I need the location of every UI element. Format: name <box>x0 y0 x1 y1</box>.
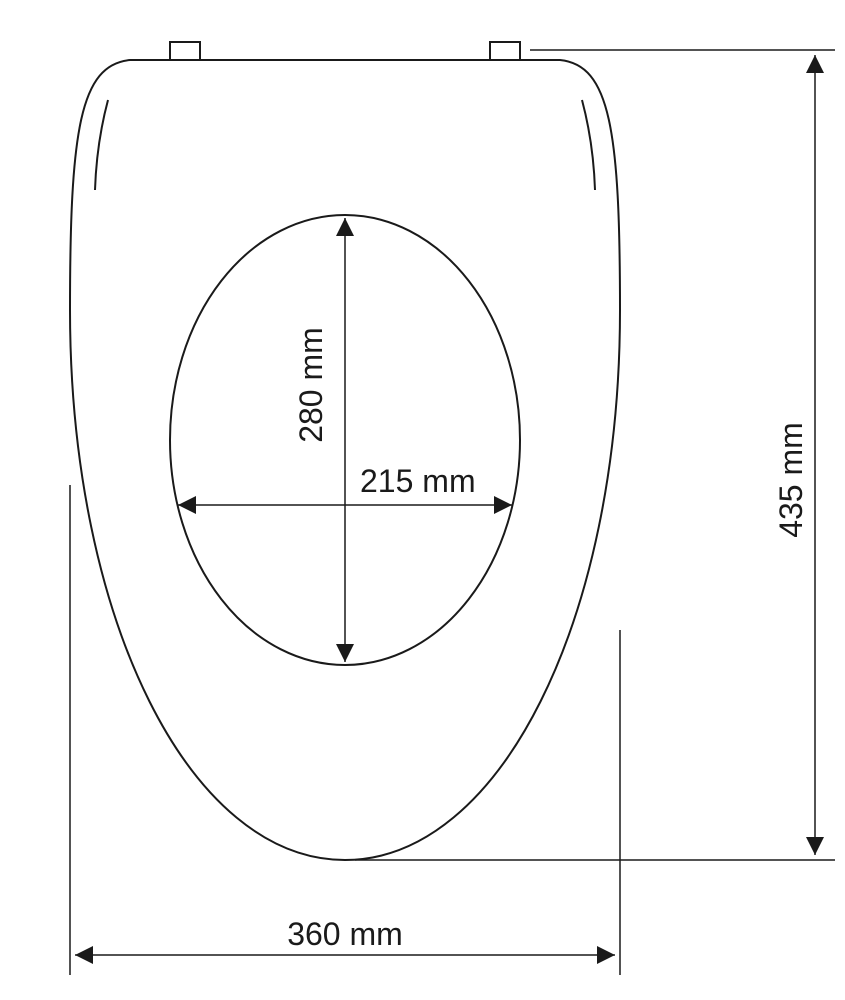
dim-inner-width-label: 215 mm <box>360 463 476 499</box>
hinge-right <box>490 42 520 60</box>
lid-gap-right <box>582 100 595 190</box>
dim-outer-height-label: 435 mm <box>773 422 809 538</box>
drawing-svg: 280 mm 215 mm 435 mm 360 mm <box>0 0 845 1000</box>
technical-drawing: 280 mm 215 mm 435 mm 360 mm <box>0 0 845 1000</box>
hinge-left <box>170 42 200 60</box>
dim-inner-height-label: 280 mm <box>293 327 329 443</box>
lid-gap-left <box>95 100 108 190</box>
dim-outer-width-label: 360 mm <box>287 916 403 952</box>
